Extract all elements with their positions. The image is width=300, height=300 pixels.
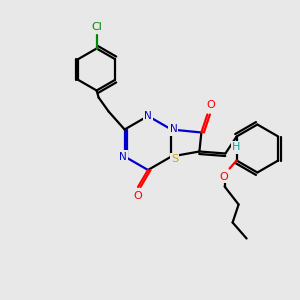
Text: N: N [119, 152, 127, 161]
Text: O: O [134, 191, 142, 201]
Text: H: H [232, 142, 241, 152]
Text: O: O [206, 100, 215, 110]
Text: N: N [169, 124, 177, 134]
Text: Cl: Cl [91, 22, 102, 32]
Text: O: O [219, 172, 228, 182]
Text: N: N [144, 111, 152, 121]
Text: S: S [171, 154, 178, 164]
